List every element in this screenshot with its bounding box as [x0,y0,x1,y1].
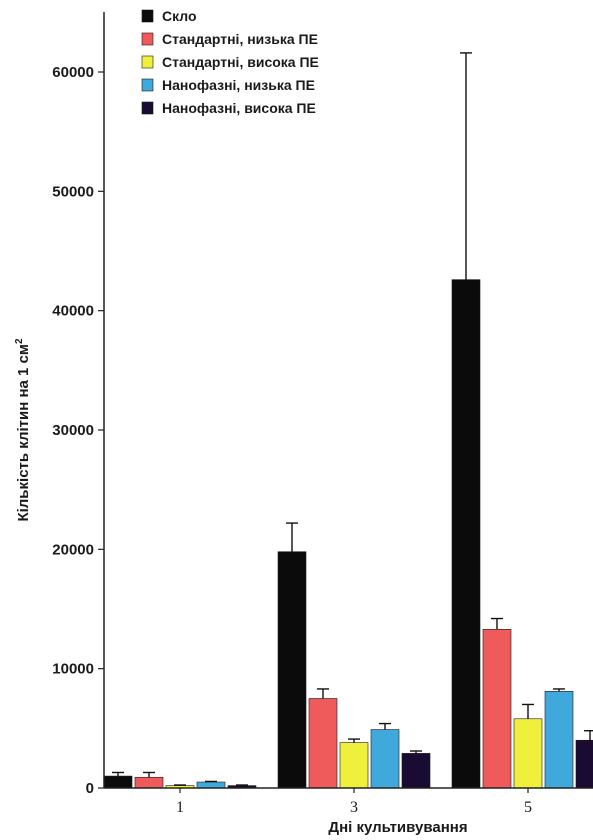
bar-4-day-5 [544,691,574,789]
legend-label-5: Нанофазні, висока ПЕ [162,100,316,116]
y-tick-label-0: 0 [86,780,94,797]
legend-swatch-5 [141,101,154,115]
x-tick-label-1: 1 [176,799,184,816]
bar-4-day-3 [370,729,400,789]
legend-swatch-3 [141,55,154,69]
bar-3-day-3 [339,742,369,789]
legend-label-1: Скло [162,8,197,24]
legend-label-4: Нанофазні, низька ПЕ [162,77,315,93]
bar-2-day-3 [308,698,338,789]
legend: Скло Стандартні, низька ПЕ Стандартні, вис… [141,8,319,116]
y-tick-label-30000: 30000 [52,422,94,439]
bar-1-day-3 [277,551,307,789]
x-axis-title: Дні культивування [328,819,467,836]
bar-5-day-3 [401,753,431,789]
legend-swatch-1 [141,9,154,23]
legend-label-2: Стандартні, низька ПЕ [162,31,318,47]
bars-group [103,279,593,789]
y-tick-label-10000: 10000 [52,661,94,678]
bar-3-day-5 [513,718,543,789]
y-axis-title-superscript: 2 [14,338,25,344]
y-tick-label-40000: 40000 [52,303,94,320]
y-tick-label-60000: 60000 [52,64,94,81]
error-bars-group [112,52,593,786]
y-axis-title: Кількість клітин на 1 см2 [14,338,32,522]
x-tick-label-5: 5 [524,799,532,816]
svg-text:Кількість клітин на 1 см2: Кількість клітин на 1 см2 [14,338,32,522]
y-tick-label-20000: 20000 [52,541,94,558]
y-tick-label-50000: 50000 [52,183,94,200]
x-ticks-group: 1 3 5 [176,788,532,816]
legend-swatch-2 [141,32,154,46]
bar-1-day-5 [451,279,481,789]
legend-label-3: Стандартні, висока ПЕ [162,54,319,70]
legend-swatch-4 [141,78,154,92]
x-tick-label-3: 3 [350,799,358,816]
y-axis-title-text: Кількість клітин на 1 см [15,344,32,522]
bar-4-day-1 [196,781,226,789]
bar-2-day-1 [134,776,164,789]
bar-5-day-5 [575,739,593,789]
y-ticks-group: 0 10000 20000 30000 40000 50000 60000 [52,64,104,797]
bar-1-day-1 [103,775,133,789]
bar-2-day-5 [482,628,512,789]
